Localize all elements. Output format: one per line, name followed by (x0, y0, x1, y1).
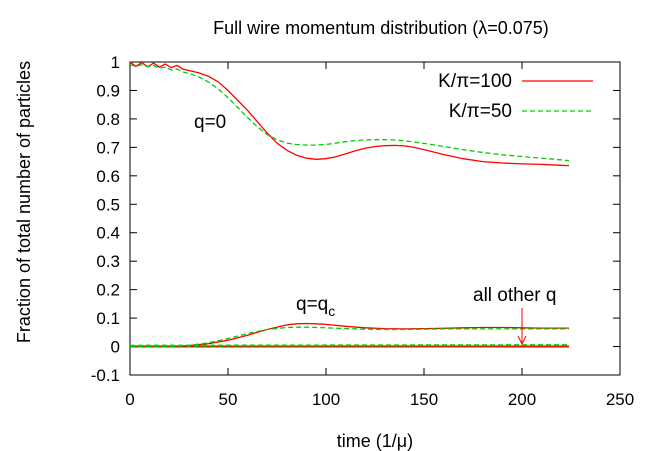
annotation-arrow-head (517, 335, 527, 346)
legend: K/π=100 K/π=50 (438, 71, 593, 122)
y-tick-label: 0.1 (96, 309, 120, 328)
series-line-k-50-q-qc (130, 326, 569, 348)
y-tick-label: -0.1 (91, 366, 120, 385)
legend-label-k100: K/π=100 (438, 71, 512, 92)
y-tick-label: 0.4 (96, 224, 120, 243)
x-tick-label: 200 (508, 390, 536, 409)
annotations: q=0 q=qc all other q (194, 112, 556, 346)
x-tick-label: 0 (125, 390, 134, 409)
plot-frame (129, 61, 621, 376)
y-tick-label: 0.6 (96, 167, 120, 186)
legend-label-k50: K/π=50 (449, 101, 512, 122)
x-tick-label: 250 (606, 390, 634, 409)
chart-title: Full wire momentum distribution (λ=0.075… (213, 18, 549, 38)
y-axis-label: Fraction of total number of particles (14, 61, 34, 343)
x-axis-label: time (1/μ) (337, 431, 413, 451)
y-tick-label: 0.5 (96, 195, 120, 214)
annotation-q0: q=0 (194, 112, 226, 133)
series-line-k-100-q-qc (130, 322, 569, 348)
y-tick-label: 0.9 (96, 81, 120, 100)
series-line-k-100-q-0 (129, 61, 570, 167)
plot-area: 0 50 100 150 200 250 -0.1 0 0.1 0.2 0.3 0.4 0.5 0.6 0.… (91, 53, 634, 409)
y-tick-label: 1 (111, 53, 120, 72)
x-tick-label: 100 (312, 390, 340, 409)
x-tick-label: 50 (219, 390, 238, 409)
y-tick-label: 0 (111, 338, 120, 357)
x-tick-label: 150 (410, 390, 438, 409)
y-tick-label: 0.7 (96, 138, 120, 157)
series-line-k-50-all-other-q (129, 344, 570, 347)
y-tick-label: 0.2 (96, 281, 120, 300)
annotation-qc: q=qc (296, 294, 335, 319)
y-tick-label: 0.3 (96, 252, 120, 271)
series-layer (129, 61, 570, 348)
annotation-other-q: all other q (473, 285, 556, 306)
y-tick-label: 0.8 (96, 110, 120, 129)
series-line-k-50-q-0 (129, 64, 570, 162)
